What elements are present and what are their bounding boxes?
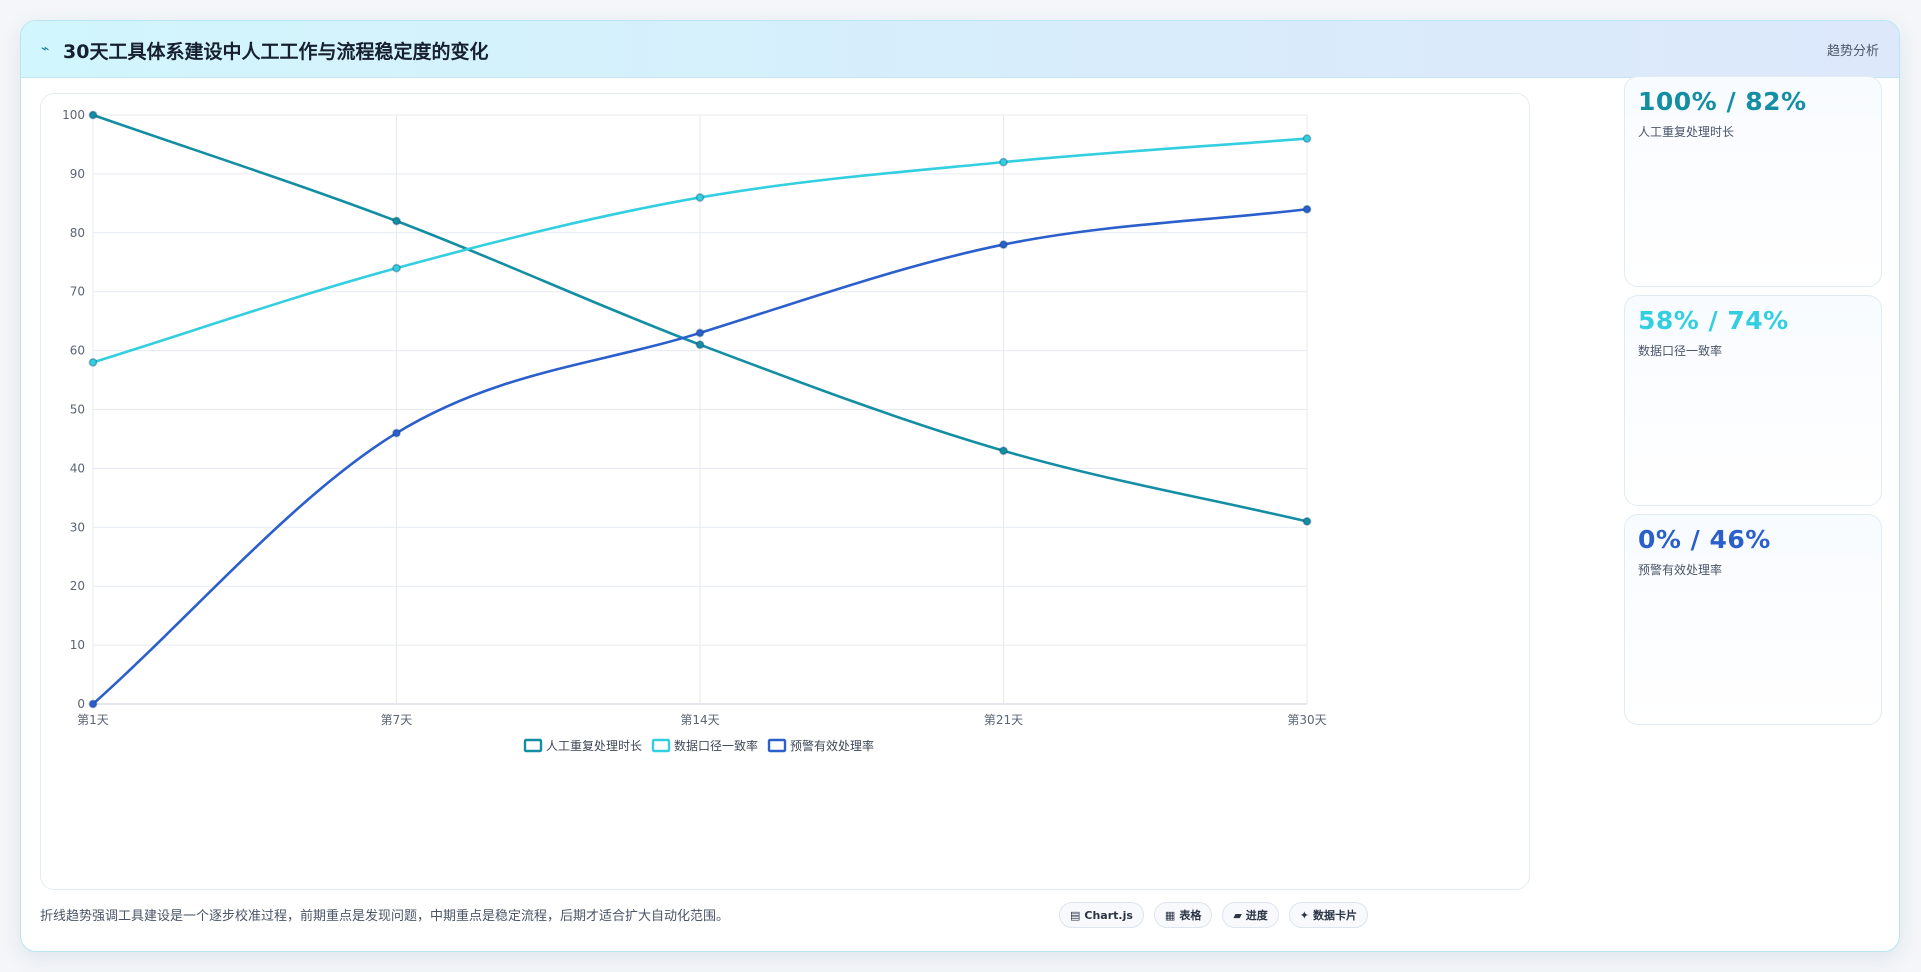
stat-label: 人工重复处理时长 [1638,125,1735,139]
stat-value: 58% / 74% [1638,306,1789,335]
x-tick-label: 第21天 [984,713,1023,727]
x-tick-label: 第14天 [680,713,719,727]
y-tick-label: 50 [70,403,85,417]
legend-swatch [651,738,671,753]
card-icon: ✦ [1299,908,1310,922]
x-tick-label: 第30天 [1287,713,1326,727]
y-tick-label: 90 [70,167,85,181]
view-switcher: ▤ Chart.js ▦ 表格 ▰ 进度 ✦ 数据卡片 [1059,902,1369,928]
data-point [999,157,1008,167]
stat-label: 预警有效处理率 [1638,563,1723,577]
line-chart: 0 10 20 30 40 50 60 70 80 90 100 第1天 第7天 第14天 第21天 第30天… [62,108,1327,753]
chart-icon: ▤ [1070,908,1081,922]
series-line-3 [92,207,1308,705]
x-tick-label: 第1天 [77,713,109,727]
chartjs-button[interactable]: ▤ Chart.js [1059,902,1144,928]
trend-analysis-tag: 趋势分析 [1826,44,1879,59]
y-tick-label: 30 [70,520,85,534]
progress-icon: ▰ [1233,908,1242,922]
data-point [392,263,401,273]
data-point [695,340,705,350]
data-point [695,193,705,202]
stat-card-manual-time: 100% / 82% 人工重复处理时长 [1624,76,1882,287]
legend-label: 人工重复处理时长 [546,739,642,753]
y-tick-label: 0 [77,697,85,711]
y-tick-label: 40 [70,461,85,475]
data-point [392,216,401,226]
report-card: ⌁ 30天工具体系建设中人工工作与流程稳定度的变化 趋势分析 0 10 20 30 40… [20,20,1900,952]
data-point [392,428,401,438]
data-point [999,446,1008,456]
x-tick-label: 第7天 [381,713,413,727]
chart-panel: 0 10 20 30 40 50 60 70 80 90 100 第1天 第7天 第14天 第21天 第30天… [40,93,1530,890]
page-title: 30天工具体系建设中人工工作与流程稳定度的变化 [63,41,489,63]
stat-card-alert-handling: 0% / 46% 预警有效处理率 [1624,514,1882,725]
y-tick-label: 60 [70,344,85,358]
y-tick-label: 20 [70,579,85,593]
y-tick-label: 70 [70,285,85,299]
legend-swatch [523,738,543,753]
table-button[interactable]: ▦ 表格 [1153,902,1213,928]
button-label: Chart.js [1084,908,1133,922]
legend-label: 预警有效处理率 [790,738,874,753]
legend-swatch [767,738,787,753]
data-point [88,699,98,709]
card-header: ⌁ 30天工具体系建设中人工工作与流程稳定度的变化 趋势分析 [21,21,1899,78]
stat-value: 100% / 82% [1638,87,1807,116]
stat-value: 0% / 46% [1638,525,1771,554]
button-label: 数据卡片 [1313,909,1358,922]
y-tick-label: 10 [70,638,85,652]
table-icon: ▦ [1164,908,1176,922]
data-point [88,110,98,120]
data-card-button[interactable]: ✦ 数据卡片 [1288,902,1369,928]
data-point [1302,134,1312,143]
chart-line-icon: ⌁ [41,41,50,57]
button-label: 表格 [1179,909,1202,922]
data-point [88,357,98,367]
y-tick-label: 80 [70,226,85,240]
stat-label: 数据口径一致率 [1638,344,1723,358]
stat-card-data-consistency: 58% / 74% 数据口径一致率 [1624,295,1882,506]
progress-button[interactable]: ▰ 进度 [1222,902,1279,928]
y-tick-label: 100 [62,108,85,122]
data-point [999,240,1008,249]
legend-label: 数据口径一致率 [674,738,758,753]
footer-note: 折线趋势强调工具建设是一个逐步校准过程，前期重点是发现问题，中期重点是稳定流程，… [40,909,730,924]
data-point [695,328,705,338]
button-label: 进度 [1245,909,1268,922]
data-point [1302,517,1312,526]
data-point [1302,204,1312,214]
